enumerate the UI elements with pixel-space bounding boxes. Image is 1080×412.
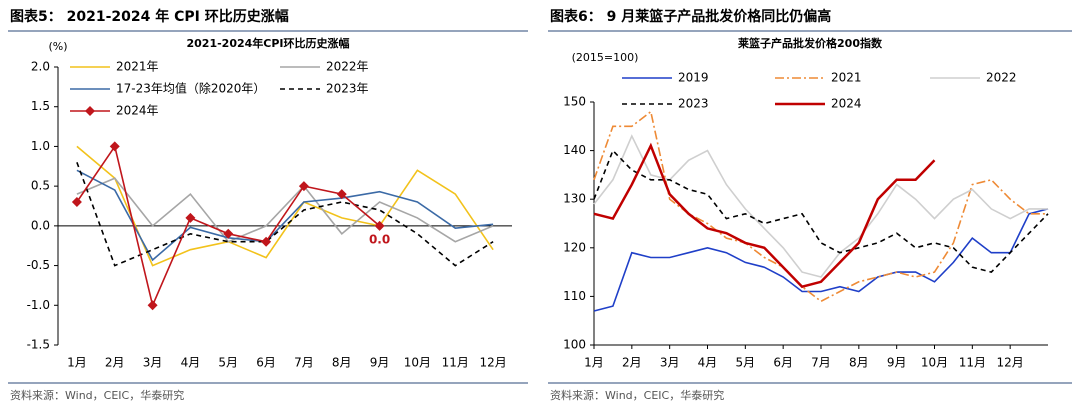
- y-tick-label: 1.5: [31, 99, 50, 113]
- data-point: [185, 212, 196, 223]
- series-line: [593, 142, 936, 289]
- y-tick-label: -0.5: [27, 258, 50, 272]
- x-tick-label: 12月: [479, 356, 506, 370]
- legend-label: 2023年: [326, 82, 369, 96]
- series-line: [593, 208, 1049, 312]
- x-tick-label: 2月: [105, 356, 125, 370]
- x-tick-label: 7月: [294, 356, 314, 370]
- x-tick-label: 8月: [332, 356, 352, 370]
- x-tick-label: 3月: [660, 356, 680, 370]
- data-point: [71, 197, 82, 208]
- y-tick-label: -1.5: [27, 338, 50, 352]
- data-point: [336, 189, 347, 200]
- y-tick-label: 130: [563, 192, 586, 206]
- x-tick-label: 7月: [811, 356, 831, 370]
- y-tick-label: 0.5: [31, 179, 50, 193]
- x-tick-label: 6月: [256, 356, 276, 370]
- y-tick-label: 140: [563, 143, 586, 157]
- data-label: 0.0: [369, 232, 390, 246]
- legend-label: 17-23年均值（除2020年）: [116, 81, 265, 96]
- x-tick-label: 6月: [773, 356, 793, 370]
- y-tick-label: 100: [563, 338, 586, 352]
- unit-label: (%): [48, 40, 67, 53]
- legend-label: 2024年: [116, 104, 159, 118]
- series-line: [76, 177, 494, 243]
- source-note: 资料来源：Wind，CEIC，华泰研究: [10, 388, 184, 402]
- source-note: 资料来源：Wind，CEIC，华泰研究: [550, 388, 724, 402]
- series-line: [76, 145, 494, 267]
- legend-label: 2021年: [116, 60, 159, 74]
- series-line: [76, 169, 494, 262]
- x-tick-label: 2月: [622, 356, 642, 370]
- x-tick-label: 1月: [584, 356, 604, 370]
- chart-title: 2021-2024年CPI环比历史涨幅: [186, 36, 349, 50]
- x-tick-label: 4月: [181, 356, 201, 370]
- x-tick-label: 10月: [921, 356, 948, 370]
- x-tick-label: 4月: [698, 356, 718, 370]
- y-tick-label: 1.0: [31, 139, 50, 153]
- legend-label: 2021: [831, 71, 862, 85]
- legend-label: 2023: [678, 97, 709, 111]
- data-point: [109, 141, 120, 152]
- data-point: [261, 236, 272, 247]
- y-tick-label: -1.0: [27, 298, 50, 312]
- y-tick-label: 110: [563, 289, 586, 303]
- series-line: [76, 162, 494, 267]
- y-tick-label: 2.0: [31, 60, 50, 74]
- data-point: [223, 228, 234, 239]
- legend-label: 2022: [986, 71, 1017, 85]
- legend-marker: [85, 106, 95, 116]
- unit-label: (2015=100): [572, 51, 639, 64]
- y-tick-label: 120: [563, 240, 586, 254]
- data-point: [147, 300, 158, 311]
- panel-title: 图表6： 9 月莱篮子产品批发价格同比仍偏高: [550, 8, 831, 25]
- legend-label: 2019: [678, 71, 709, 85]
- legend-label: 2024: [831, 97, 862, 111]
- y-tick-label: 150: [563, 95, 586, 109]
- series-line: [593, 110, 1048, 303]
- series-line: [593, 149, 1049, 273]
- chart-title: 莱篮子产品批发价格200指数: [738, 36, 883, 50]
- data-point: [374, 220, 385, 231]
- x-tick-label: 11月: [959, 356, 986, 370]
- x-tick-label: 9月: [887, 356, 907, 370]
- x-tick-label: 11月: [442, 356, 469, 370]
- x-tick-label: 1月: [67, 356, 87, 370]
- legend-label: 2022年: [326, 60, 369, 74]
- panel-title: 图表5： 2021-2024 年 CPI 环比历史涨幅: [10, 8, 289, 25]
- x-tick-label: 3月: [143, 356, 163, 370]
- x-tick-label: 10月: [404, 356, 431, 370]
- series-line: [593, 134, 1048, 278]
- x-tick-label: 5月: [736, 356, 756, 370]
- data-point: [298, 181, 309, 192]
- x-tick-label: 12月: [997, 356, 1024, 370]
- x-tick-label: 9月: [370, 356, 390, 370]
- x-tick-label: 5月: [218, 356, 238, 370]
- x-tick-label: 8月: [849, 356, 869, 370]
- y-tick-label: 0.0: [31, 218, 50, 232]
